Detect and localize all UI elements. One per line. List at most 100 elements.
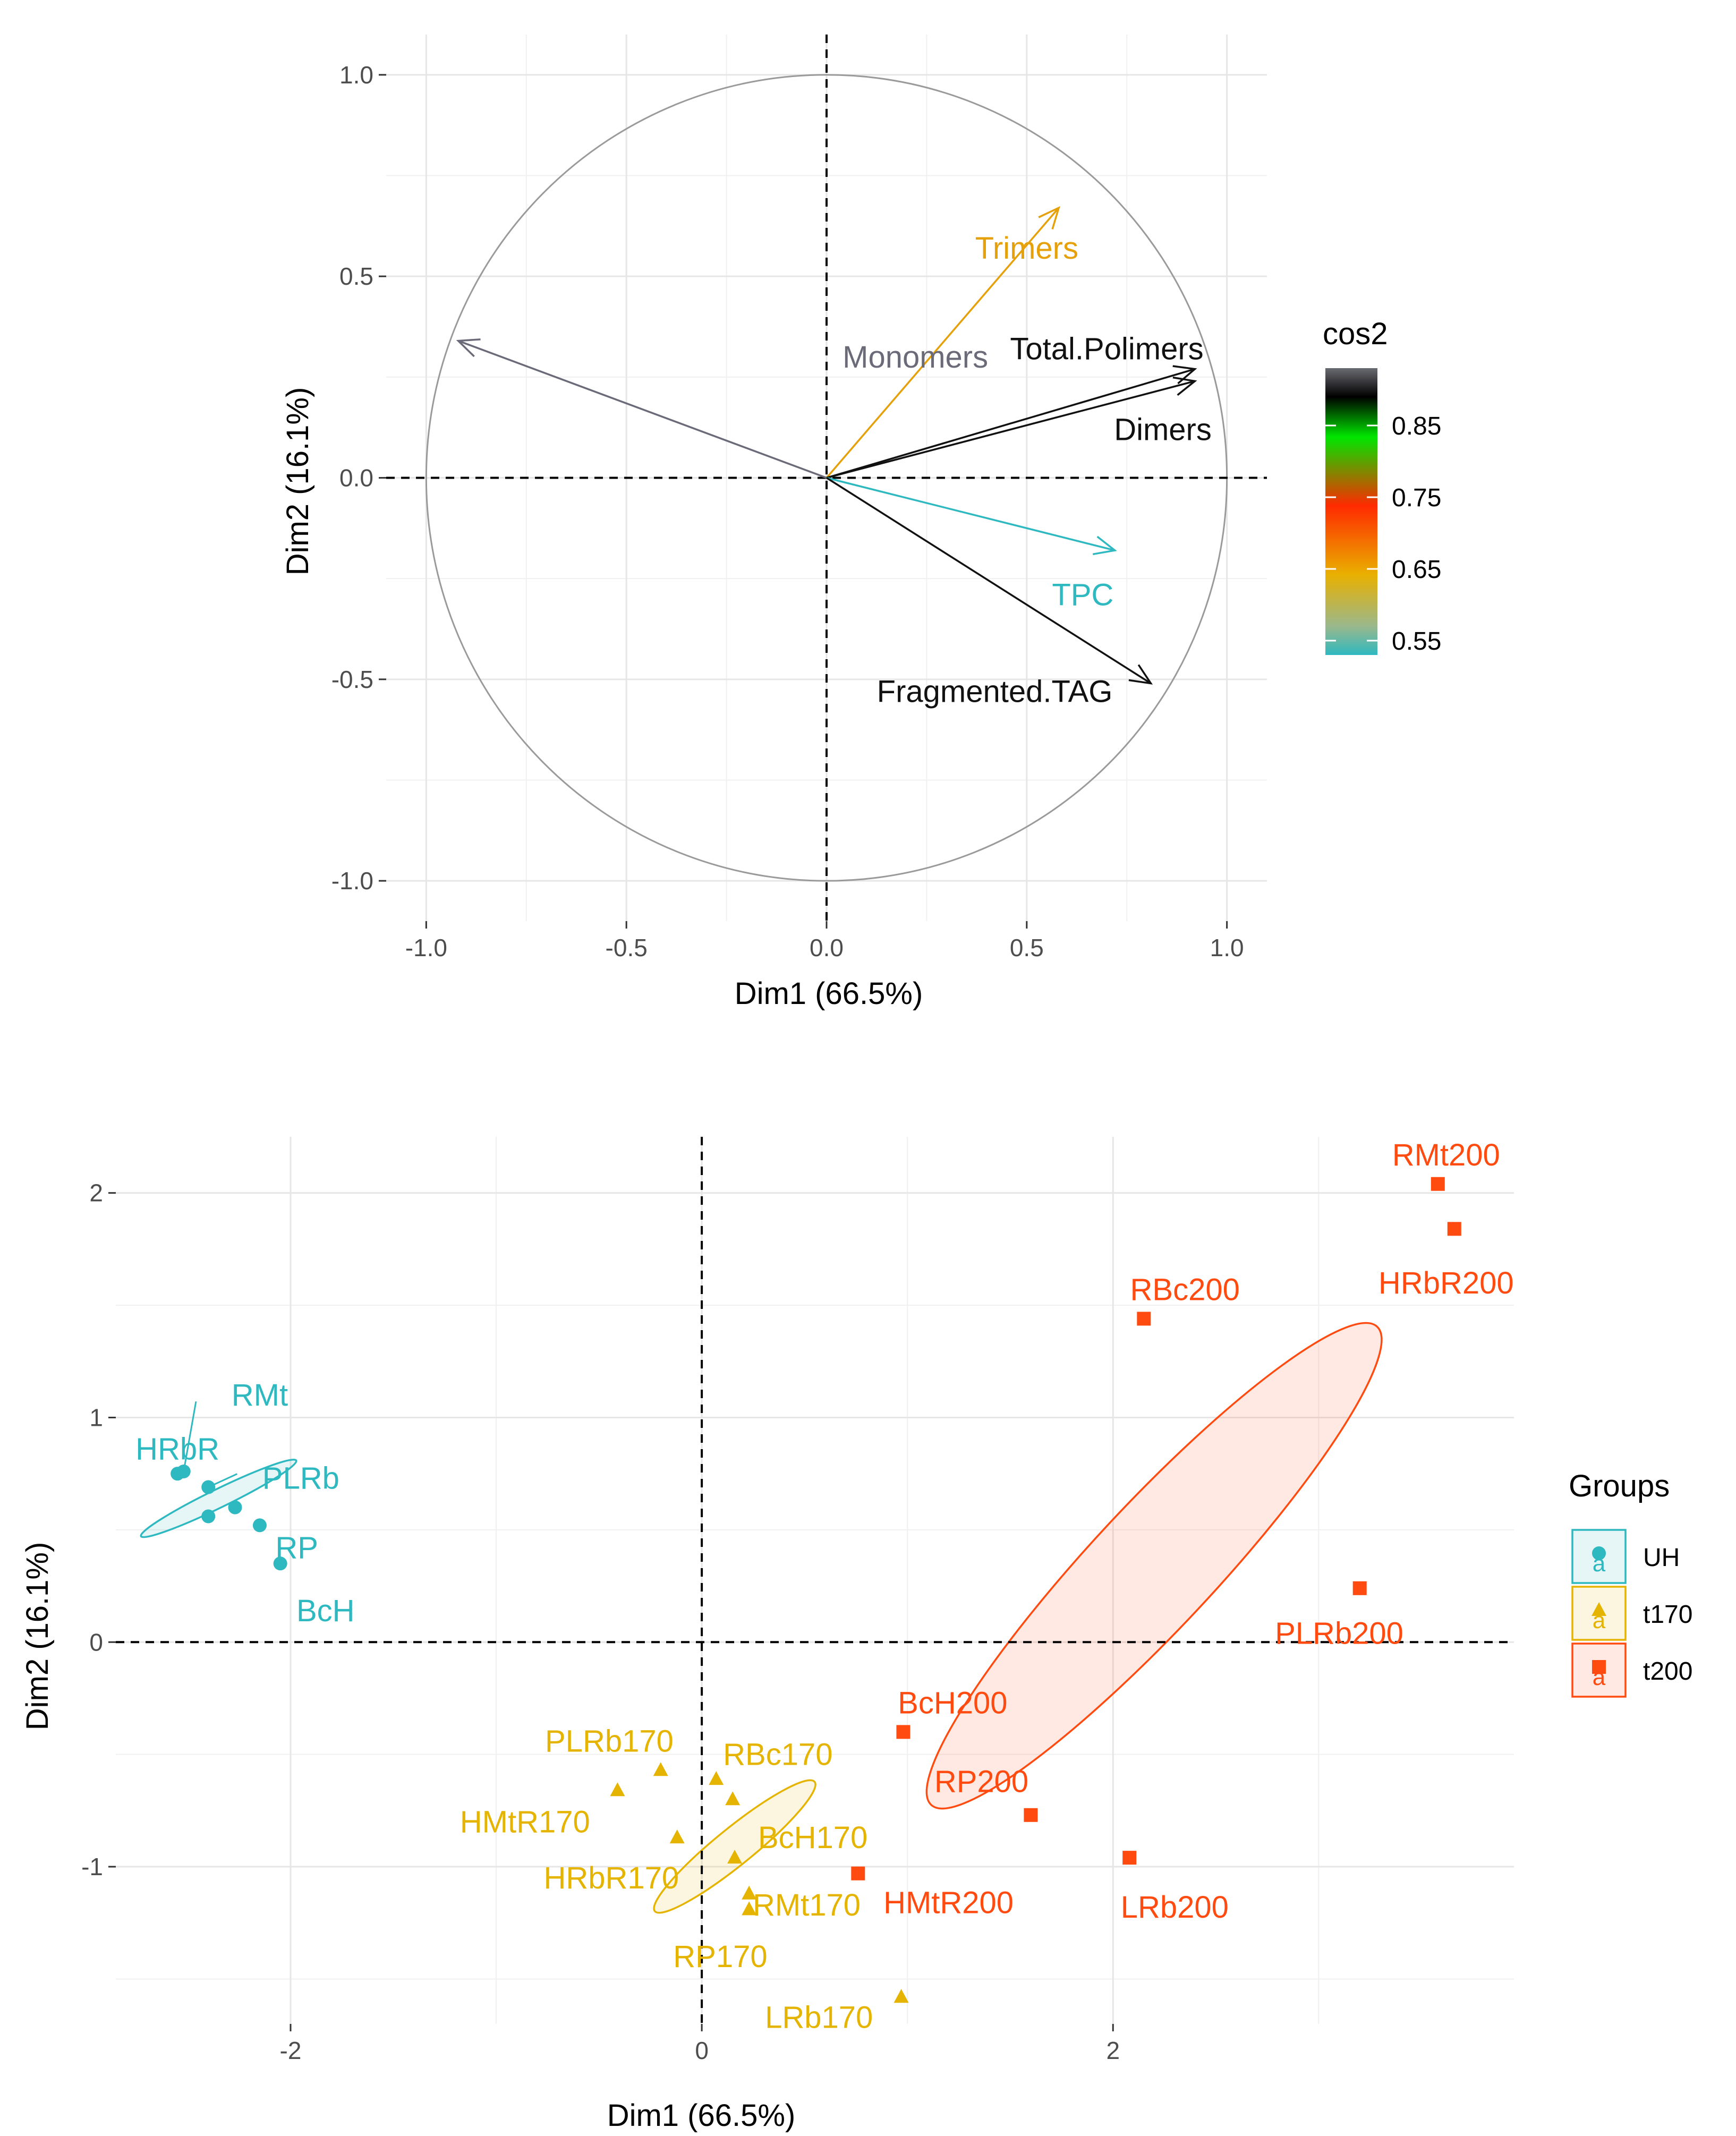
arrowhead	[456, 338, 481, 358]
point-t200	[1122, 1851, 1137, 1865]
groups-legend: Groups a UH a t170 a t200	[1569, 1469, 1692, 1698]
x-tick-label: 1.0	[1210, 934, 1244, 961]
individual-points	[171, 1177, 1461, 2003]
ellipse-t200	[925, 1322, 1383, 1810]
x-tick-label: -0.5	[606, 934, 648, 961]
legend-label: t170	[1643, 1601, 1692, 1629]
y-tick-label: -0.5	[331, 666, 373, 693]
legend-key-symbol	[1592, 1602, 1606, 1616]
point-label: RP200	[934, 1764, 1028, 1799]
point-label: RMt170	[753, 1888, 861, 1922]
variable-label: Total.Polimers	[1010, 332, 1203, 367]
individuals-plot: -1 0 1 2 -2 0 2 RMt HRbR PLRb RP BcH PLRb170 RBc170…	[20, 1137, 1692, 2133]
variables-x-ticks: -1.0 -0.5 0.0 0.5 1.0	[405, 921, 1244, 961]
variables-zero-lines	[386, 35, 1267, 921]
x-tick-label: 0.5	[1010, 934, 1044, 961]
arrow-dimers	[826, 380, 1195, 479]
y-tick-label: 1	[89, 1403, 103, 1431]
individuals-zero-lines	[116, 1137, 1514, 2024]
variable-label: TPC	[1052, 578, 1113, 612]
point-t200	[1137, 1312, 1151, 1326]
arrow-trimers	[826, 207, 1060, 479]
x-tick-label: 0	[695, 2037, 709, 2064]
arrowhead	[1038, 206, 1060, 229]
groups-legend-title: Groups	[1569, 1469, 1670, 1503]
x-tick-label: 2	[1106, 2037, 1120, 2064]
colorbar-tick-label: 0.75	[1392, 484, 1441, 512]
legend-key-uh	[1571, 1529, 1627, 1584]
point-label: RMt200	[1392, 1138, 1500, 1172]
arrow-monomers	[458, 339, 827, 479]
point-uh	[273, 1556, 287, 1571]
point-t170	[653, 1762, 668, 1776]
point-label: PLRb200	[1275, 1616, 1403, 1650]
point-label: RMt	[232, 1378, 288, 1412]
point-t200	[851, 1866, 865, 1880]
point-label: HRbR170	[543, 1861, 679, 1895]
individuals-panel-background	[116, 1137, 1514, 2024]
ellipse-t170	[653, 1779, 816, 1914]
point-t170	[709, 1771, 724, 1785]
variables-y-axis-title: Dim2 (16.1%)	[280, 387, 315, 576]
individuals-x-axis-title: Dim1 (66.5%)	[607, 2098, 796, 2133]
arrowhead	[1128, 664, 1153, 685]
variable-labels: Monomers Trimers Total.Polimers Dimers TPC Fr…	[843, 231, 1212, 709]
colorbar-tick-label: 0.85	[1392, 412, 1441, 440]
cos2-colorbar	[1325, 368, 1377, 655]
legend-key-symbol	[1592, 1546, 1606, 1560]
point-label: BcH	[296, 1594, 355, 1628]
y-tick-label: 0.0	[339, 464, 373, 492]
legend-key-letter: a	[1593, 1551, 1606, 1577]
point-label: HMtR170	[460, 1805, 590, 1839]
cos2-legend-title: cos2	[1323, 317, 1388, 351]
point-label: HRbR	[135, 1432, 219, 1467]
point-t170	[725, 1791, 741, 1806]
point-label: LRb170	[765, 2000, 873, 2035]
point-t200	[1352, 1581, 1367, 1595]
y-tick-label: -1.0	[331, 867, 373, 895]
arrow-fragmented-tag	[826, 477, 1152, 684]
x-tick-label: -2	[280, 2037, 302, 2064]
point-t200	[1431, 1177, 1445, 1191]
colorbar-tick-label: 0.55	[1392, 627, 1441, 656]
point-t170	[610, 1782, 625, 1797]
y-tick-label: 2	[89, 1179, 103, 1207]
y-tick-label: 1.0	[339, 61, 373, 89]
legend-label: t200	[1643, 1657, 1692, 1686]
legend-label: UH	[1643, 1544, 1680, 1572]
point-t170	[742, 1885, 757, 1900]
variables-y-ticks: -1.0 -0.5 0.0 0.5 1.0	[331, 61, 386, 895]
variable-label: Trimers	[975, 231, 1078, 266]
y-tick-label: 0.5	[339, 262, 373, 290]
point-t200	[1447, 1222, 1461, 1236]
point-label: BcH170	[758, 1820, 867, 1855]
arrowhead	[1092, 535, 1117, 556]
point-label: RP170	[673, 1939, 767, 1974]
variable-label: Fragmented.TAG	[877, 675, 1113, 709]
y-tick-label: 0	[89, 1628, 103, 1656]
individuals-y-ticks: -1 0 1 2	[81, 1179, 116, 1880]
variables-x-axis-title: Dim1 (66.5%)	[735, 976, 923, 1011]
arrowhead	[1172, 376, 1197, 396]
variable-label: Monomers	[843, 340, 988, 375]
point-t200	[896, 1725, 910, 1739]
legend-key-letter: a	[1593, 1664, 1606, 1690]
individuals-grid	[116, 1137, 1514, 2024]
point-label: RBc170	[723, 1738, 832, 1772]
arrow-tpc	[826, 476, 1116, 551]
point-label: PLRb170	[545, 1724, 674, 1758]
group-ellipses	[140, 1322, 1383, 1914]
point-uh	[201, 1509, 216, 1524]
legend-key-symbol	[1592, 1660, 1606, 1674]
cos2-colorbar-ticks: 0.55 0.65 0.75 0.85	[1325, 412, 1441, 656]
variables-plot: -1.0 -0.5 0.0 0.5 1.0 -1.0 -0.5 0.0 0.5 1.0 Mono…	[280, 35, 1441, 1011]
point-uh	[171, 1467, 185, 1481]
point-t170	[742, 1901, 757, 1916]
x-tick-label: 0.0	[810, 934, 844, 961]
point-label: HMtR200	[883, 1886, 1014, 1920]
point-label: RBc200	[1130, 1272, 1240, 1307]
point-label: RP	[275, 1531, 318, 1565]
point-t200	[1024, 1808, 1038, 1822]
individuals-y-axis-title: Dim2 (16.1%)	[20, 1542, 55, 1731]
